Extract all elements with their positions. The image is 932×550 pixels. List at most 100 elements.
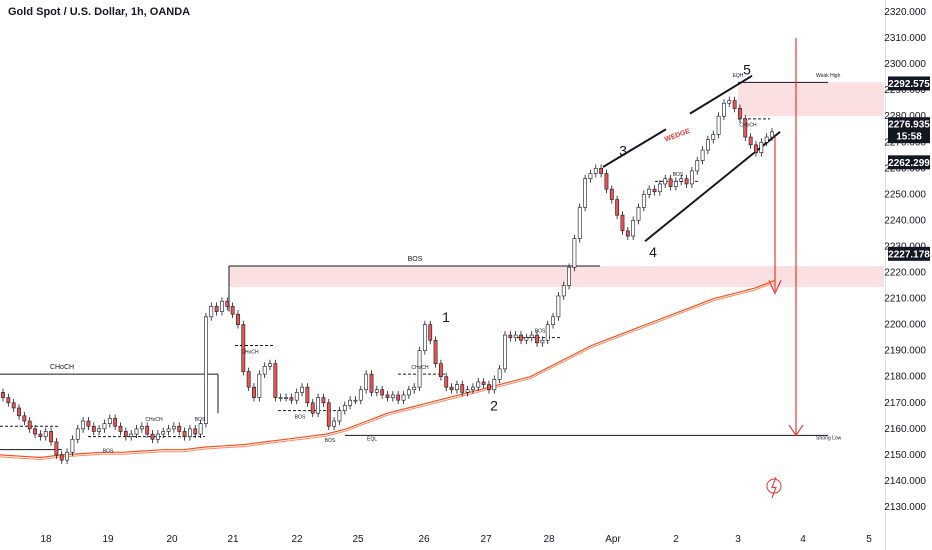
candle-body (364, 373, 369, 391)
candle (754, 140, 758, 157)
wedge-upper-left-line (602, 128, 667, 168)
candle (401, 391, 406, 405)
candle-body (487, 384, 491, 391)
candle-body (43, 431, 48, 437)
candle-body (615, 199, 620, 216)
current-price-badge-subtext: 15:58 (896, 132, 922, 143)
candle-body (524, 337, 529, 341)
candle (310, 398, 315, 418)
candle-body (188, 428, 192, 437)
candle-body (631, 220, 636, 237)
candle (497, 365, 502, 384)
candle (289, 393, 294, 405)
candle (711, 130, 716, 144)
price-tick-label: 2140.000 (884, 476, 926, 487)
level-2262-badge: 2262.299 (888, 155, 930, 170)
candle-body (321, 397, 326, 404)
candle-body (652, 188, 657, 193)
candle-body (70, 438, 75, 453)
level-2227-badge: 2227.178 (888, 246, 930, 261)
candle (198, 419, 203, 438)
candle-body (241, 324, 246, 372)
candle (503, 331, 507, 373)
candle (396, 391, 401, 405)
bos-small-label: BOS (195, 417, 206, 423)
candle-body (556, 295, 561, 318)
candle (209, 302, 214, 321)
annotations-layer: BOS CHoCH CHoCH BOS BOS CHoCH BOS BOS EQL CHoCH BO… (50, 62, 842, 499)
candle (390, 391, 395, 402)
candle-body (572, 238, 577, 268)
candle-body (444, 376, 449, 388)
candle (134, 424, 139, 438)
candle-body (38, 433, 43, 437)
lightning-icon[interactable] (766, 476, 782, 499)
candle (11, 398, 16, 412)
candle (59, 450, 64, 465)
candle (300, 383, 304, 397)
candle (54, 437, 59, 459)
candle (593, 164, 598, 178)
current-price-badge-text: 2276.935 (888, 120, 930, 131)
candle-body (460, 384, 465, 393)
candle (535, 331, 539, 347)
candle-body (561, 285, 566, 297)
candle-body (700, 149, 705, 161)
candle-body (97, 428, 102, 432)
candle-body (86, 420, 91, 427)
candle-body (641, 194, 646, 208)
time-tick-label: 25 (352, 534, 364, 545)
weak-high-label: Weak High (816, 73, 841, 79)
candle (748, 133, 753, 149)
candle-body (738, 108, 742, 120)
price-tick-label: 2170.000 (884, 398, 926, 409)
price-tick-label: 2180.000 (884, 372, 926, 383)
time-tick-label: Apr (605, 534, 621, 545)
candle-body (193, 428, 198, 435)
candle (214, 302, 219, 316)
candle (406, 385, 411, 399)
candle-body (155, 433, 160, 440)
candle-body (278, 397, 283, 399)
wave-3-label: 3 (619, 142, 627, 158)
candle-body (609, 188, 614, 200)
time-axis[interactable]: 18 19 20 21 22 25 26 27 28 Apr 2 3 4 5 (40, 534, 872, 545)
candle (422, 320, 427, 355)
candle (316, 393, 320, 418)
price-tick-label: 2300.000 (884, 59, 926, 70)
candle-body (588, 173, 593, 180)
price-tick-label: 2250.000 (884, 189, 926, 200)
candle (145, 422, 150, 438)
candle-body (289, 397, 294, 401)
candle (524, 333, 529, 345)
price-tick-label: 2210.000 (884, 294, 926, 305)
candle (225, 297, 230, 311)
candle (460, 380, 465, 397)
candle (102, 419, 107, 433)
candle (631, 216, 636, 240)
candle (641, 190, 646, 212)
candle-body (716, 115, 721, 135)
candle (166, 424, 171, 436)
candle-body (567, 267, 571, 286)
candle-body (59, 454, 64, 461)
time-tick-label: 4 (800, 534, 806, 545)
candle-body (54, 441, 59, 456)
price-tick-label: 2150.000 (884, 450, 926, 461)
candle-body (273, 363, 278, 398)
candle-body (358, 389, 363, 401)
candle (204, 312, 208, 428)
candle (700, 146, 705, 165)
candle-body (17, 407, 21, 417)
eqh-label: EQH (733, 73, 744, 79)
candle (444, 372, 449, 392)
level-2262-badge-text: 2262.299 (888, 158, 930, 169)
price-tick-label: 2130.000 (884, 502, 926, 513)
candle (679, 174, 684, 186)
candle-body (252, 386, 256, 398)
candle-body (342, 405, 347, 411)
choch-small-label: CHoCH (411, 365, 429, 371)
wave-2-label: 2 (490, 398, 498, 414)
